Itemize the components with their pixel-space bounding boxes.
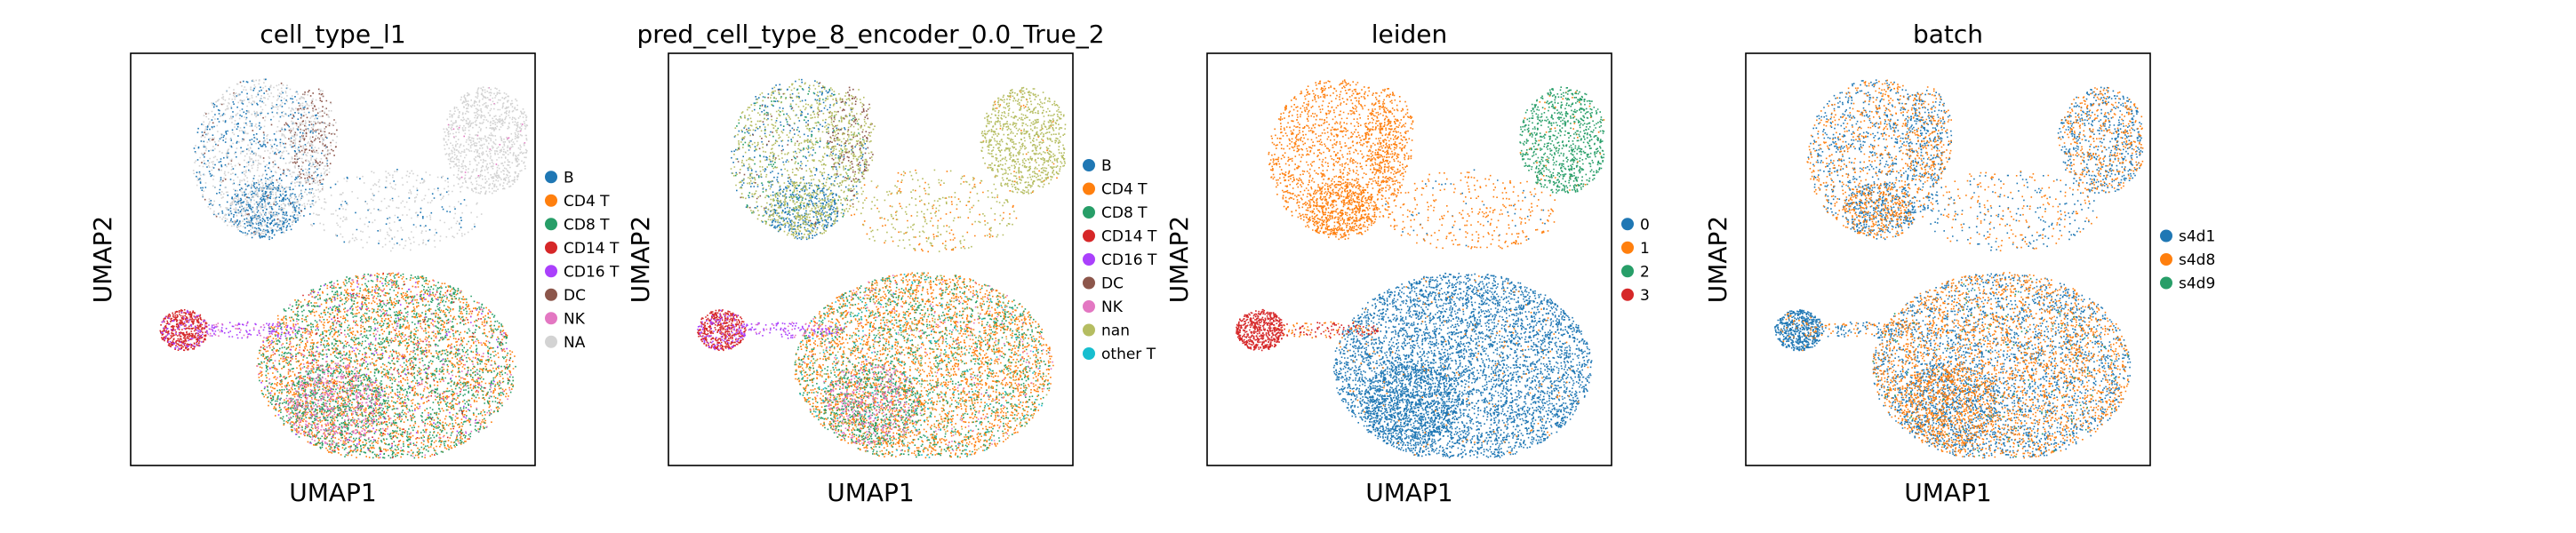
umap-panel-2: leiden UMAP1 UMAP2 0 1 2 3 — [1164, 20, 1650, 507]
legend-marker — [545, 171, 557, 184]
scatter-series-NK — [198, 87, 526, 458]
panel-title: leiden — [1372, 20, 1448, 49]
legend-marker — [1083, 300, 1095, 313]
legend-marker — [545, 335, 557, 348]
umap-panel-3: batch UMAP1 UMAP2 s4d1 s4d8 s4d9 — [1703, 20, 2215, 507]
legend-label: 1 — [1640, 240, 1650, 258]
umap-panel-1: pred_cell_type_8_encoder_0.0_True_2 UMAP1… — [626, 20, 1157, 507]
legend-label: 2 — [1640, 263, 1650, 281]
legend-marker — [1621, 241, 1634, 254]
legend-label: s4d8 — [2179, 251, 2215, 269]
legend: B CD4 T CD8 T CD14 T CD16 T DC NK nan other T — [1083, 157, 1157, 363]
scatter-points — [697, 78, 1067, 459]
y-axis-label: UMAP2 — [88, 216, 117, 304]
scatter-series-NK — [732, 274, 1053, 451]
x-axis-label: UMAP1 — [289, 478, 377, 507]
panel-title: batch — [1913, 20, 1983, 49]
x-axis-label: UMAP1 — [1365, 478, 1453, 507]
plot-frame — [668, 52, 1074, 466]
plot-frame — [130, 52, 536, 466]
scatter-series-0 — [1332, 169, 1593, 458]
legend-marker — [545, 265, 557, 278]
scatter-series-2 — [1519, 86, 1605, 194]
y-axis-label: UMAP2 — [626, 216, 655, 304]
umap-panel-0: cell_type_l1 UMAP1 UMAP2 B CD4 T CD8 T CD14 T C… — [88, 20, 620, 507]
scatter-series-CD8-T — [258, 273, 516, 459]
legend-marker — [545, 288, 557, 301]
legend-label: nan — [1101, 322, 1130, 340]
scatter-points — [159, 78, 529, 459]
scatter-points — [1236, 79, 1605, 458]
legend-label: 0 — [1640, 216, 1650, 234]
legend-label: DC — [564, 287, 586, 305]
legend-marker — [1621, 218, 1634, 231]
legend-label: NA — [564, 334, 586, 352]
y-axis-label: UMAP2 — [1703, 216, 1732, 304]
legend-marker — [1083, 206, 1095, 219]
legend-label: CD14 T — [1101, 228, 1157, 246]
legend-label: NK — [564, 310, 586, 328]
legend-marker — [545, 218, 557, 231]
panel-title: pred_cell_type_8_encoder_0.0_True_2 — [636, 20, 1104, 49]
legend-marker — [1083, 253, 1095, 266]
plot-frame — [1206, 52, 1612, 466]
scatter-series-3 — [1236, 308, 1380, 352]
legend-marker — [1083, 323, 1095, 337]
legend-marker — [1083, 276, 1095, 290]
x-axis-label: UMAP1 — [827, 478, 915, 507]
legend-label: NK — [1101, 298, 1124, 316]
legend-label: s4d1 — [2179, 228, 2215, 246]
legend-label: CD14 T — [564, 240, 620, 258]
legend-label: CD8 T — [564, 216, 610, 234]
scatter-series-s4d1 — [1774, 79, 2143, 458]
scatter-points — [1774, 79, 2144, 459]
legend-marker — [545, 312, 557, 325]
legend-marker — [1621, 265, 1634, 278]
legend-marker — [545, 241, 557, 254]
scatter-series-CD16-T — [697, 309, 842, 351]
legend-label: 3 — [1640, 287, 1650, 305]
legend-label: other T — [1101, 346, 1156, 363]
legend-marker — [1083, 159, 1095, 171]
legend-marker — [1621, 288, 1634, 301]
legend-label: B — [1101, 157, 1112, 175]
legend-label: CD16 T — [564, 263, 620, 281]
panel-title: cell_type_l1 — [260, 20, 405, 49]
legend-marker — [2160, 229, 2172, 243]
x-axis-label: UMAP1 — [1904, 478, 1992, 507]
scatter-series-CD4-T — [256, 272, 516, 459]
scatter-series-DC — [201, 81, 338, 235]
plot-frame — [1745, 52, 2151, 466]
legend-label: DC — [1101, 275, 1124, 293]
scatter-series-CD14-T — [697, 309, 747, 352]
legend: B CD4 T CD8 T CD14 T CD16 T DC NK NA — [545, 169, 620, 352]
legend-marker — [1083, 182, 1095, 195]
legend-label: CD4 T — [1101, 181, 1148, 199]
legend-marker — [2160, 276, 2172, 290]
legend: s4d1 s4d8 s4d9 — [2160, 228, 2215, 293]
legend-label: CD16 T — [1101, 251, 1157, 269]
y-axis-label: UMAP2 — [1164, 216, 1194, 304]
legend-label: B — [564, 169, 574, 187]
legend-marker — [545, 194, 557, 207]
legend: 0 1 2 3 — [1621, 216, 1650, 305]
legend-label: CD4 T — [564, 193, 610, 211]
legend-marker — [1083, 229, 1095, 243]
legend-marker — [2160, 253, 2172, 266]
legend-label: CD8 T — [1101, 204, 1148, 222]
scatter-series-CD8-T — [734, 86, 1051, 458]
legend-label: s4d9 — [2179, 275, 2215, 293]
legend-marker — [1083, 347, 1095, 360]
